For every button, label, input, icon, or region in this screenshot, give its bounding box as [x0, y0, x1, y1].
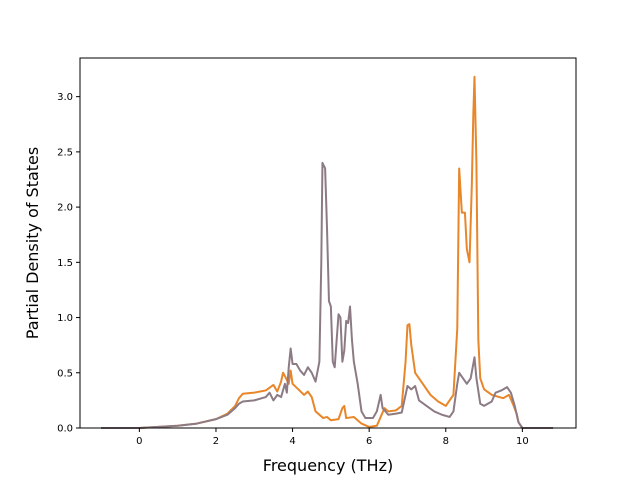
x-tick-label: 6	[366, 436, 372, 447]
x-axis-label: Frequency (THz)	[263, 456, 393, 475]
plot-lines	[101, 75, 554, 429]
x-axis-ticks: 0 2 4 6 8 10	[136, 428, 529, 447]
y-tick-label: 1.5	[57, 258, 73, 269]
series-line-1	[101, 75, 554, 429]
y-tick-label: 2.5	[57, 147, 73, 158]
y-tick-label: 1.0	[57, 313, 73, 324]
y-axis-label: Partial Density of States	[23, 147, 42, 339]
x-tick-label: 0	[136, 436, 142, 447]
x-tick-label: 2	[213, 436, 219, 447]
x-tick-label: 10	[516, 436, 529, 447]
y-tick-label: 3.0	[57, 92, 73, 103]
x-tick-label: 8	[443, 436, 449, 447]
y-axis-ticks: 0.0 0.5 1.0 1.5 2.0 2.5 3.0	[57, 92, 80, 435]
y-tick-label: 0.5	[57, 368, 73, 379]
x-tick-label: 4	[289, 436, 295, 447]
y-tick-label: 0.0	[57, 424, 73, 435]
y-tick-label: 2.0	[57, 203, 73, 214]
series-line-2	[101, 161, 554, 429]
plot-frame	[79, 57, 577, 429]
